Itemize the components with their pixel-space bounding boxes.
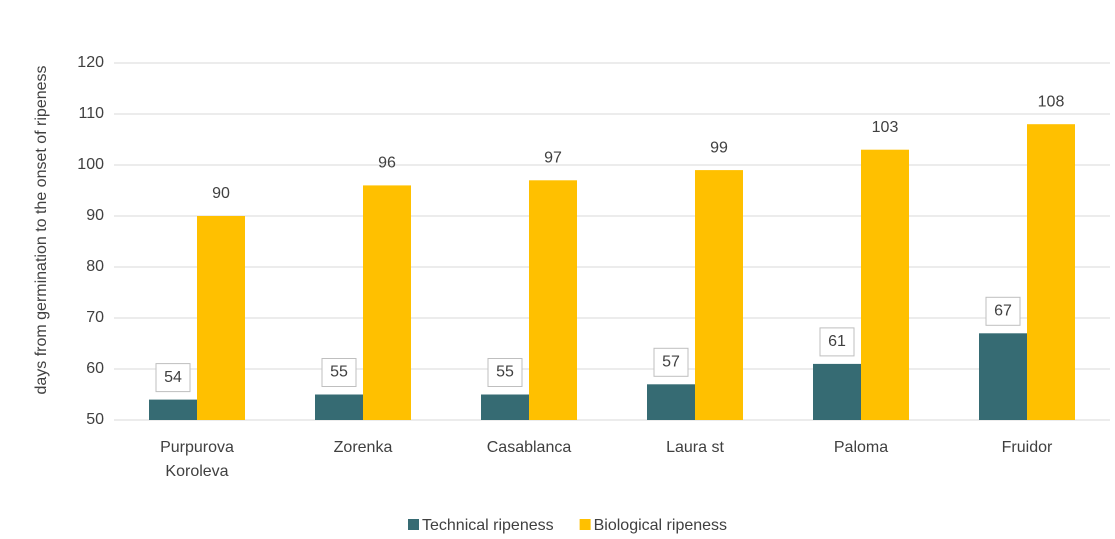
bar [861, 149, 909, 420]
bar [363, 185, 411, 420]
legend-swatch [408, 519, 419, 530]
data-label: 90 [212, 185, 230, 202]
data-label-box [487, 358, 523, 387]
x-tick-label: Purpurova Koroleva [160, 439, 234, 480]
data-label-box [653, 347, 689, 377]
data-label-box [321, 358, 357, 387]
y-tick-label: 60 [86, 360, 104, 377]
data-label-box [819, 327, 855, 357]
bar [979, 333, 1027, 420]
bar [315, 394, 363, 420]
bar [197, 216, 245, 420]
y-tick-label: 50 [86, 411, 104, 428]
x-tick-label: Paloma [834, 439, 888, 456]
bar [813, 363, 861, 420]
data-label: 103 [872, 119, 899, 136]
data-label-box [155, 363, 191, 393]
data-label: 108 [1038, 93, 1065, 110]
y-tick-label: 90 [86, 207, 104, 224]
x-tick-label: Laura st [666, 439, 724, 456]
bar [695, 170, 743, 420]
data-label: 99 [710, 139, 728, 156]
y-tick-label: 70 [86, 309, 104, 326]
data-label: 97 [544, 150, 562, 167]
legend-label: Biological ripeness [594, 517, 727, 534]
data-label-box [985, 296, 1021, 326]
data-label: 55 [496, 364, 514, 381]
data-label: 67 [994, 303, 1012, 320]
data-label: 57 [662, 354, 680, 371]
y-tick-label: 110 [78, 105, 104, 122]
x-tick-label: Casablanca [487, 439, 572, 456]
y-tick-label: 100 [77, 156, 104, 173]
bar [149, 399, 197, 420]
y-axis-label: days from germination to the onset of ri… [33, 65, 50, 394]
bar [481, 394, 529, 420]
x-tick-label: Fruidor [1002, 439, 1053, 456]
data-label: 54 [164, 369, 182, 386]
y-tick-label: 80 [86, 258, 104, 275]
bar [1027, 124, 1075, 420]
data-label: 55 [330, 364, 348, 381]
bar [529, 180, 577, 420]
legend-swatch [579, 519, 591, 530]
y-tick-label: 120 [77, 54, 104, 71]
x-tick-label: Zorenka [334, 439, 393, 456]
legend-label: Technical ripeness [422, 517, 554, 534]
bar [647, 384, 695, 420]
data-label: 96 [378, 155, 396, 172]
data-label: 61 [828, 333, 846, 350]
